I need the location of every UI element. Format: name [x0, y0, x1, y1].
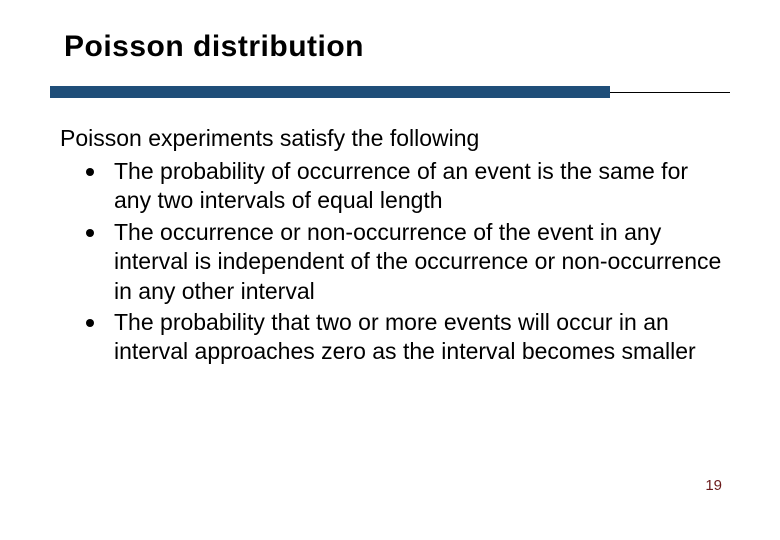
slide: Poisson distribution Poisson experiments…	[0, 0, 780, 540]
divider-thick-bar	[50, 86, 610, 98]
page-number: 19	[705, 477, 722, 494]
title-divider	[50, 86, 730, 104]
slide-body: Poisson experiments satisfy the followin…	[60, 124, 730, 367]
list-item: The probability of occurrence of an even…	[86, 157, 730, 216]
list-item: The occurrence or non-occurrence of the …	[86, 218, 730, 306]
intro-text: Poisson experiments satisfy the followin…	[60, 124, 730, 153]
slide-title: Poisson distribution	[64, 30, 730, 64]
list-item: The probability that two or more events …	[86, 308, 730, 367]
bullet-list: The probability of occurrence of an even…	[86, 157, 730, 367]
